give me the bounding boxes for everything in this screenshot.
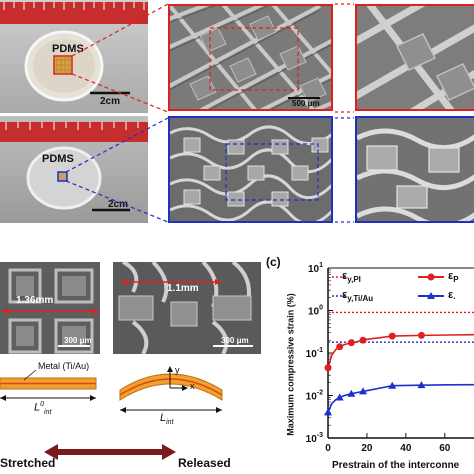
y-tick-label: 100 <box>308 305 323 318</box>
ruler-bottom <box>0 122 148 212</box>
length-stretched-label: 1.36mm <box>16 295 54 306</box>
data-point <box>417 331 425 339</box>
chart-xlabel: Prestrain of the interconne <box>332 460 460 471</box>
legend-marker-series1 <box>427 273 435 281</box>
series-line <box>327 383 474 413</box>
data-point <box>359 336 367 344</box>
l-stretched-sup: 0 <box>40 401 45 408</box>
metal-label: Metal (Ti/Au) <box>38 361 90 371</box>
data-point <box>324 408 332 416</box>
data-point <box>359 387 368 395</box>
zoom-connectors <box>65 3 354 223</box>
l-stretched-main: L <box>34 401 41 414</box>
legend-eps-pi-sub: y,PI <box>347 275 361 285</box>
legend-series2-sym: ε <box>448 289 454 301</box>
sem-released-element: 1.1mm 300 μm <box>113 262 261 354</box>
sem-zoom-bottom <box>355 116 474 223</box>
x-tick-label: 60 <box>439 443 451 454</box>
legend-eps-pi-sym: ε <box>342 270 348 282</box>
sem-scale-label: 500 μm <box>292 99 320 108</box>
state-released-label: Released <box>178 456 231 470</box>
ruler-top <box>0 2 148 102</box>
panel-c-label: (c) <box>266 255 281 269</box>
scale-label-bottom: 2cm <box>108 199 129 210</box>
pdms-label-top: PDMS <box>52 43 84 55</box>
photo-top: PDMS 2cm <box>0 0 148 113</box>
data-point <box>388 381 397 389</box>
photo-bottom: PDMS 2cm <box>0 116 148 223</box>
l-released-label: Lint <box>160 412 174 427</box>
l-released-sub: int <box>166 419 174 427</box>
data-point <box>347 389 356 397</box>
interconnect-schematic <box>0 366 223 460</box>
legend-eps-pi: εy,PI <box>342 271 361 284</box>
axis-y-label: y <box>175 365 180 375</box>
legend-series1-sym: ε <box>448 270 454 282</box>
legend-series2: ε· <box>448 290 456 303</box>
axis-x-label: x <box>190 381 195 391</box>
state-stretched-label: Stretched <box>0 456 56 470</box>
scale-left-label: 300 μm <box>64 336 92 345</box>
y-tick-exponent: 1 <box>319 262 323 269</box>
data-point <box>324 364 332 372</box>
x-tick-label: 40 <box>400 443 412 454</box>
sem-zoom-top <box>355 4 474 111</box>
scale-label-top: 2cm <box>100 96 121 107</box>
sem-stretched-element: 1.36mm 300 μm <box>0 262 100 354</box>
y-tick-label: 10-1 <box>306 347 323 360</box>
x-tick-label: 0 <box>325 443 331 454</box>
l-released-main: L <box>160 412 167 424</box>
legend-series1-sub: P <box>453 275 459 285</box>
y-tick-exponent: -3 <box>317 432 323 439</box>
legend-eps-tiau: εy,Ti/Au <box>342 290 373 303</box>
x-tick-label: 20 <box>361 443 373 454</box>
legend-eps-tiau-sub: y,Ti/Au <box>347 294 374 304</box>
l-stretched-label: L0int <box>34 401 51 416</box>
data-point <box>417 381 426 389</box>
chart-legend: εy,PI εy,Ti/Au εP ε· <box>330 268 474 312</box>
data-point <box>388 332 396 340</box>
legend-series1: εP <box>448 271 459 284</box>
data-point <box>347 339 355 347</box>
y-tick-label: 10-2 <box>306 390 323 403</box>
data-point <box>336 343 344 351</box>
legend-series2-sub: · <box>453 294 456 304</box>
data-point <box>335 393 344 401</box>
y-tick-exponent: -2 <box>317 390 323 397</box>
y-tick-label: 10-3 <box>306 432 323 445</box>
sem-image-bottom <box>168 116 333 223</box>
pdms-label-bottom: PDMS <box>42 153 74 165</box>
legend-eps-tiau-sym: ε <box>342 289 348 301</box>
scale-right-label: 300 μm <box>221 336 249 345</box>
sem-image-top: 500 μm <box>168 4 333 111</box>
l-stretched-sub: int <box>44 408 52 416</box>
legend-marker-series2 <box>427 292 435 299</box>
length-released-label: 1.1mm <box>167 283 199 294</box>
y-tick-exponent: -1 <box>317 347 323 354</box>
y-tick-label: 101 <box>308 262 323 275</box>
y-tick-exponent: 0 <box>319 305 323 312</box>
